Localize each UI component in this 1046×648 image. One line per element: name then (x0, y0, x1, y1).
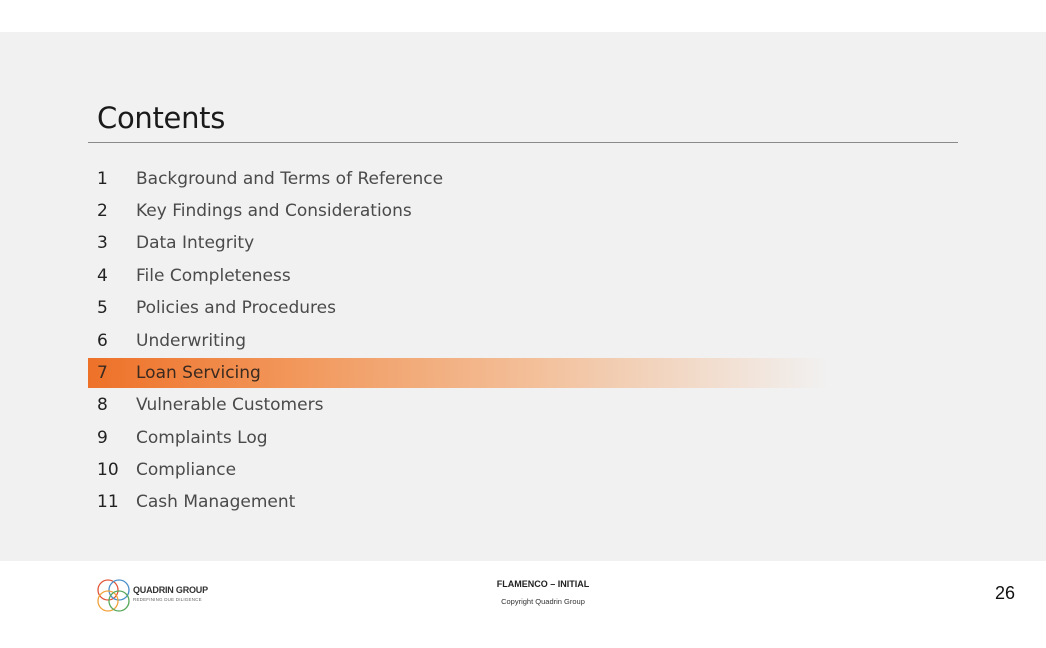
page-title: Contents (97, 101, 226, 135)
toc-item-number: 10 (97, 460, 119, 480)
toc-item-number: 9 (97, 428, 108, 448)
document-title: FLAMENCO – INITIAL (496, 579, 590, 589)
toc-item[interactable]: 4 File Completeness (88, 261, 828, 291)
toc-item[interactable]: 10 Compliance (88, 455, 828, 485)
toc-item[interactable]: 2 Key Findings and Considerations (88, 196, 828, 226)
toc-item-label: Compliance (136, 460, 237, 480)
slide-footer: QUADRIN GROUP REDEFINING DUE DILIGENCE F… (0, 561, 1046, 648)
toc-item[interactable]: 1 Background and Terms of Reference (88, 164, 828, 194)
toc-item[interactable]: 9 Complaints Log (88, 423, 828, 453)
toc-item[interactable]: 8 Vulnerable Customers (88, 390, 828, 420)
toc-item-number: 2 (97, 201, 108, 221)
toc-item-label: Data Integrity (136, 233, 255, 253)
copyright-notice: Copyright Quadrin Group (501, 597, 585, 606)
slide-body (0, 32, 1046, 561)
toc-item-number: 6 (97, 331, 108, 351)
toc-item-number: 7 (97, 363, 108, 383)
toc-item[interactable]: 5 Policies and Procedures (88, 293, 828, 323)
toc-item-number: 11 (97, 492, 119, 512)
toc-item-label: Background and Terms of Reference (136, 169, 444, 189)
toc-item[interactable]: 6 Underwriting (88, 326, 828, 356)
toc-item-label: Loan Servicing (136, 363, 261, 383)
toc-item-number: 4 (97, 266, 108, 286)
toc-item-label: Cash Management (136, 492, 296, 512)
toc-item-number: 3 (97, 233, 108, 253)
company-logo: QUADRIN GROUP REDEFINING DUE DILIGENCE (95, 577, 215, 617)
toc-item-label: Complaints Log (136, 428, 268, 448)
toc-item-number: 8 (97, 395, 108, 415)
toc-item-active[interactable]: 7 Loan Servicing (88, 358, 828, 388)
toc-item-number: 1 (97, 169, 108, 189)
page-number: 26 (994, 583, 1015, 603)
toc-item[interactable]: 3 Data Integrity (88, 228, 828, 258)
logo-tagline: REDEFINING DUE DILIGENCE (133, 597, 202, 602)
title-divider (88, 142, 958, 143)
logo-name: QUADRIN GROUP (133, 585, 208, 595)
toc-item-number: 5 (97, 298, 108, 318)
toc-item-label: Key Findings and Considerations (136, 201, 412, 221)
toc-item-label: Policies and Procedures (136, 298, 336, 318)
toc-item-label: File Completeness (136, 266, 291, 286)
logo-rings-icon (97, 579, 130, 612)
toc-item[interactable]: 11 Cash Management (88, 487, 828, 517)
toc-item-label: Vulnerable Customers (136, 395, 324, 415)
toc-item-label: Underwriting (136, 331, 247, 351)
